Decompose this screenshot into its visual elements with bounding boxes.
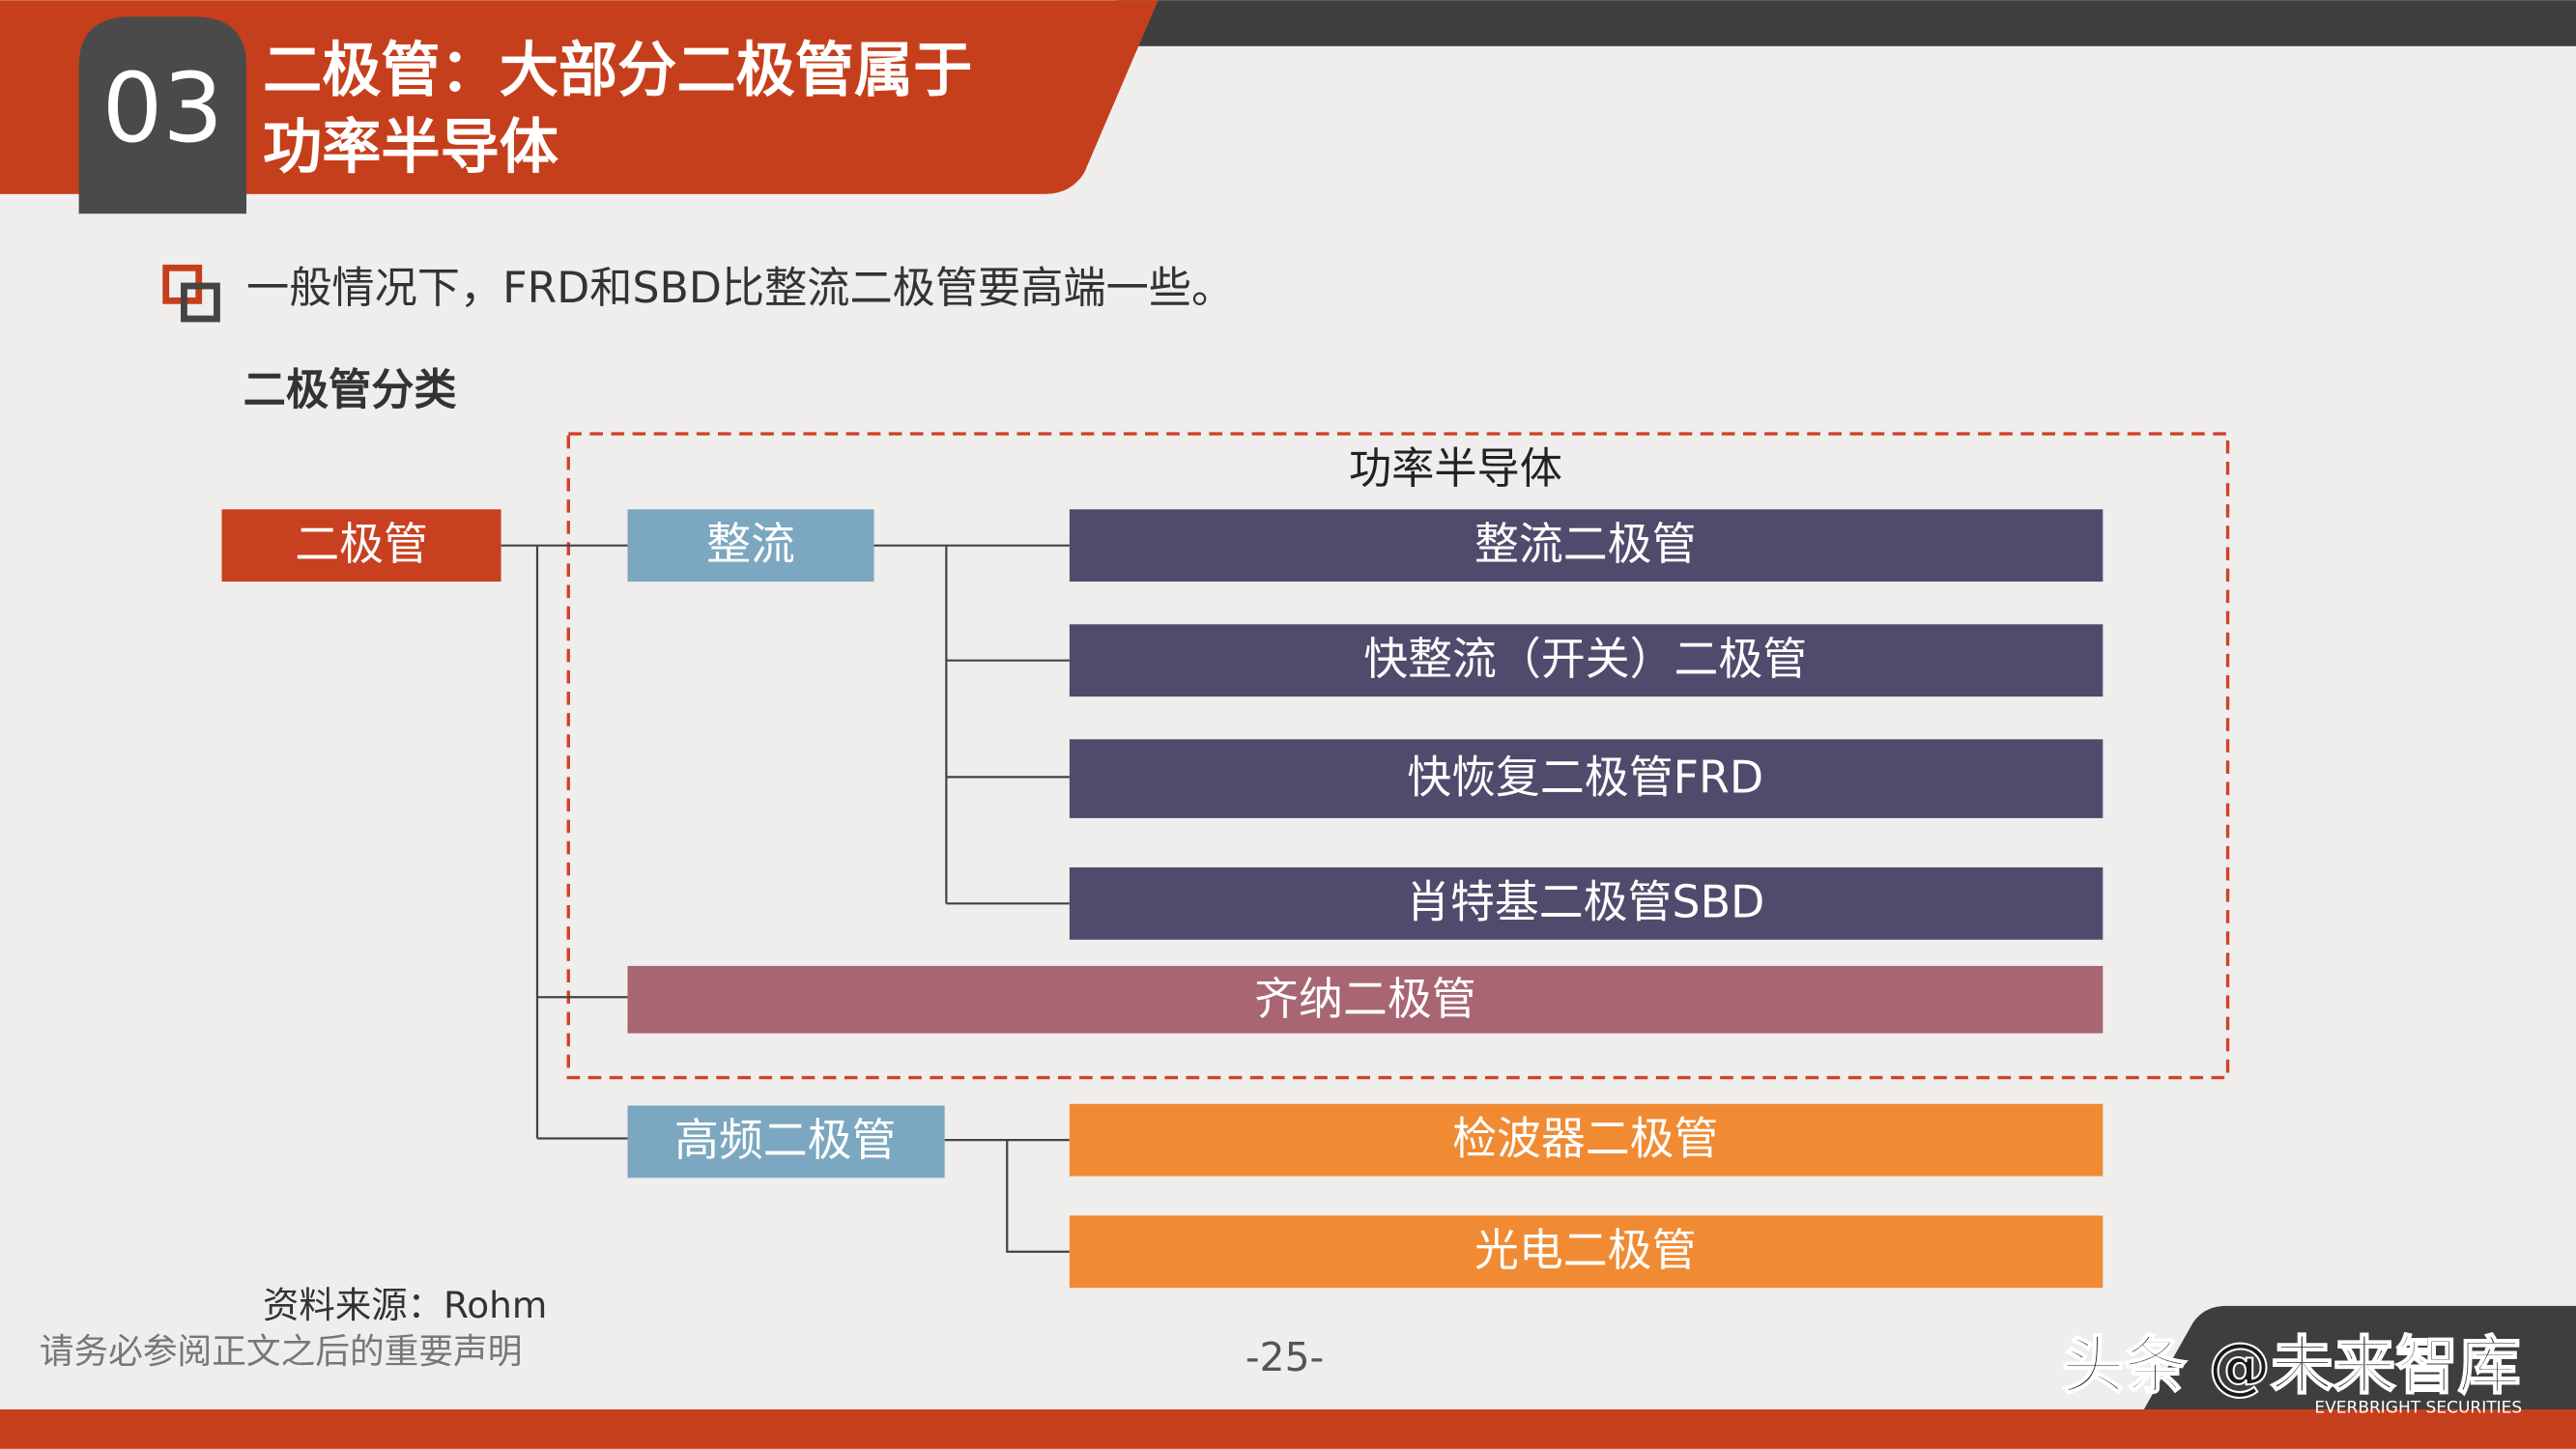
section-number: 03 (102, 53, 223, 164)
disclaimer: 请务必参阅正文之后的重要声明 (40, 1332, 523, 1372)
node (221, 509, 501, 582)
node (1069, 739, 2104, 818)
bottom-bar (0, 1409, 2576, 1449)
node (1069, 509, 2104, 582)
title-line: 二极管：大部分二极管属于 (263, 36, 972, 104)
node (1069, 1215, 2104, 1289)
group-box (566, 432, 2230, 1080)
node-label: 快整流（开关）二极管 (1363, 633, 1807, 685)
page-number: -25- (1245, 1334, 1324, 1380)
node-label: 整流二极管 (1474, 518, 1696, 570)
connectors (501, 544, 1070, 1253)
bullet-text: 一般情况下，FRD和SBD比整流二极管要高端一些。 (246, 264, 1234, 313)
number-tab (78, 16, 247, 214)
node-label: 光电二极管 (1474, 1224, 1696, 1276)
watermark: 头条 @未来智库 (2062, 1330, 2521, 1403)
node-label: 检波器二极管 (1452, 1112, 1718, 1164)
node (627, 1105, 945, 1179)
connector (944, 1139, 1070, 1253)
title-line: 功率半导体 (263, 113, 559, 182)
top-bar (1117, 0, 2576, 46)
node-label: 高频二极管 (674, 1114, 896, 1166)
brand-block (2143, 1305, 2576, 1410)
node-label: 二极管 (295, 518, 428, 570)
node-label: 快恢复二极管FRD (1407, 751, 1763, 803)
bullet-icon (181, 282, 220, 323)
node (1069, 867, 2104, 940)
diagram-title: 二极管分类 (243, 366, 458, 415)
node-label: 齐纳二极管 (1254, 973, 1475, 1025)
node-label: 整流 (706, 518, 795, 570)
title-banner (0, 0, 1159, 194)
node (1069, 624, 2104, 697)
node-label: 肖特基二极管SBD (1406, 876, 1764, 928)
node (1069, 1103, 2104, 1177)
connector (501, 544, 628, 1140)
connector (873, 544, 1070, 905)
node (627, 965, 2104, 1034)
node (627, 509, 874, 582)
brand: EVERBRIGHT SECURITIES (2314, 1398, 2522, 1417)
source: 资料来源：Rohm (263, 1284, 547, 1326)
group-label: 功率半导体 (1349, 444, 1562, 494)
